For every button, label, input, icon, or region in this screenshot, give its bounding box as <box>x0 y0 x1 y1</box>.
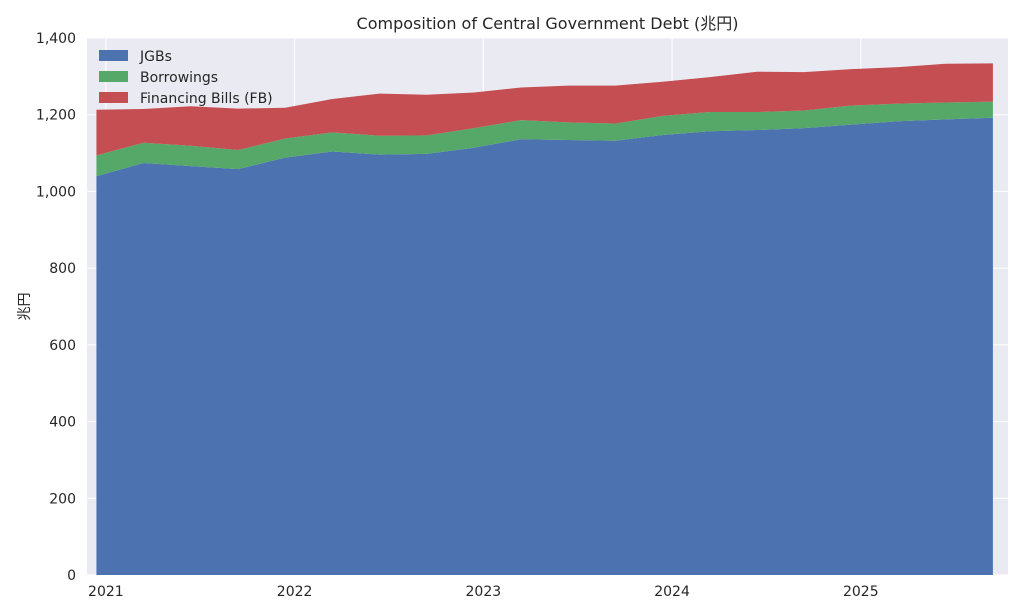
legend-swatch <box>99 50 128 61</box>
chart-title: Composition of Central Government Debt (… <box>357 14 739 33</box>
x-tick-label: 2021 <box>88 584 124 600</box>
x-tick-label: 2022 <box>277 584 313 600</box>
legend-label: Borrowings <box>140 70 218 86</box>
area-series-2 <box>96 63 993 156</box>
x-axis-ticks: 2021 2022 2023 2024 2025 <box>88 584 879 600</box>
y-axis-ticks: 0 200 400 600 800 1,000 1,200 1,400 <box>36 31 76 584</box>
legend-label: JGBs <box>139 49 172 65</box>
x-tick-label: 2024 <box>654 584 690 600</box>
y-axis-label: 兆円 <box>17 293 33 321</box>
y-tick-label: 1,000 <box>36 184 76 200</box>
area-series-0 <box>96 117 993 575</box>
y-tick-label: 1,400 <box>36 31 76 47</box>
legend: JGBs Borrowings Financing Bills (FB) <box>99 49 273 107</box>
legend-label: Financing Bills (FB) <box>140 91 273 107</box>
x-tick-label: 2025 <box>843 584 879 600</box>
y-tick-label: 800 <box>49 261 76 277</box>
area-series-1 <box>96 101 993 177</box>
x-tick-label: 2023 <box>466 584 502 600</box>
y-tick-label: 0 <box>67 568 76 584</box>
y-tick-label: 1,200 <box>36 108 76 124</box>
legend-swatch <box>99 71 128 82</box>
area-layers <box>96 63 993 575</box>
y-tick-label: 400 <box>49 415 76 431</box>
legend-swatch <box>99 92 128 103</box>
y-tick-label: 200 <box>49 491 76 507</box>
y-tick-label: 600 <box>49 338 76 354</box>
